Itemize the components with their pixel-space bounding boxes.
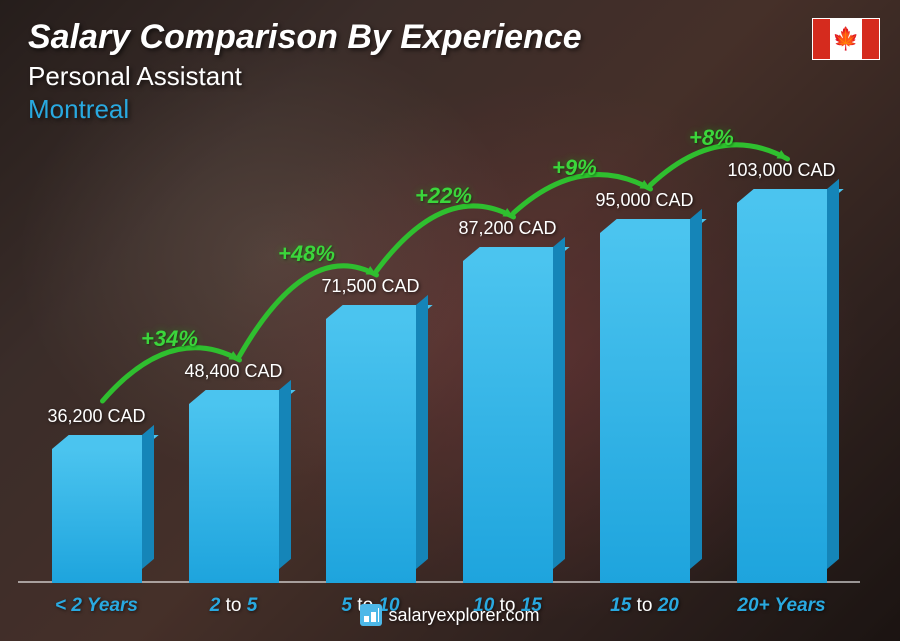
bar [737, 203, 827, 583]
growth-label: +48% [278, 241, 335, 267]
header: Salary Comparison By Experience Personal… [28, 18, 582, 125]
bar [326, 319, 416, 583]
bar-value-label: 95,000 CAD [595, 190, 693, 211]
chart-subtitle: Personal Assistant [28, 61, 582, 92]
bar-slot: 95,000 CAD15 to 20 [576, 233, 713, 583]
bar [189, 404, 279, 583]
footer-text: salaryexplorer.com [388, 605, 539, 626]
growth-label: +34% [141, 326, 198, 352]
bar-value-label: 71,500 CAD [321, 276, 419, 297]
bar [463, 261, 553, 583]
bar [600, 233, 690, 583]
logo-icon [360, 604, 382, 626]
growth-label: +9% [552, 155, 597, 181]
growth-label: +8% [689, 125, 734, 151]
bar-value-label: 36,200 CAD [47, 406, 145, 427]
bar-slot: 36,200 CAD< 2 Years [28, 449, 165, 583]
bar-chart: 36,200 CAD< 2 Years48,400 CAD2 to 571,50… [28, 140, 850, 583]
bar-slot: 71,500 CAD5 to 10 [302, 319, 439, 583]
chart-title: Salary Comparison By Experience [28, 18, 582, 57]
bar-slot: 48,400 CAD2 to 5 [165, 404, 302, 583]
bar-slot: 87,200 CAD10 to 15 [439, 261, 576, 583]
canada-flag-icon: 🍁 [812, 18, 880, 60]
bar-value-label: 103,000 CAD [727, 160, 835, 181]
bar [52, 449, 142, 583]
chart-location: Montreal [28, 94, 582, 125]
footer: salaryexplorer.com [0, 604, 900, 631]
bar-slot: 103,000 CAD20+ Years [713, 203, 850, 583]
bar-value-label: 48,400 CAD [184, 361, 282, 382]
footer-logo: salaryexplorer.com [360, 604, 539, 626]
growth-label: +22% [415, 183, 472, 209]
bar-value-label: 87,200 CAD [458, 218, 556, 239]
